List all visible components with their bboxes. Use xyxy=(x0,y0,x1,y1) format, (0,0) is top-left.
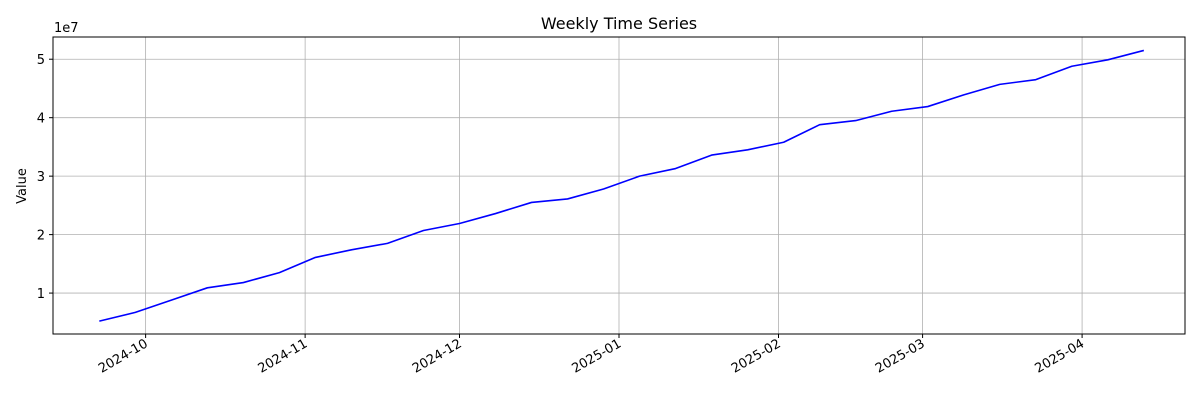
ticks: 2024-10 2024-11 2024-12 2025-01 2025-02 2025-… xyxy=(37,53,1087,376)
x-tick-label: 2025-01 xyxy=(569,336,624,376)
y-tick-label: 5 xyxy=(37,53,45,68)
y-axis-label: Value xyxy=(15,168,30,204)
x-tick-label: 2024-12 xyxy=(410,336,465,376)
x-tick-label: 2025-03 xyxy=(873,336,928,376)
y-tick-label: 2 xyxy=(37,229,45,244)
x-tick-label: 2025-02 xyxy=(729,336,784,376)
grid-lines xyxy=(53,37,1185,334)
y-tick-label: 1 xyxy=(37,287,45,302)
chart-title: Weekly Time Series xyxy=(541,14,697,33)
series-layer xyxy=(99,49,1145,322)
y-tick-label: 4 xyxy=(37,112,45,127)
series-line xyxy=(99,49,1145,322)
y-axis-multiplier: 1e7 xyxy=(54,21,79,36)
x-tick-label: 2024-11 xyxy=(256,336,311,376)
x-tick-label: 2025-04 xyxy=(1033,336,1088,376)
x-tick-label: 2024-10 xyxy=(96,336,151,376)
y-tick-label: 3 xyxy=(37,170,45,185)
